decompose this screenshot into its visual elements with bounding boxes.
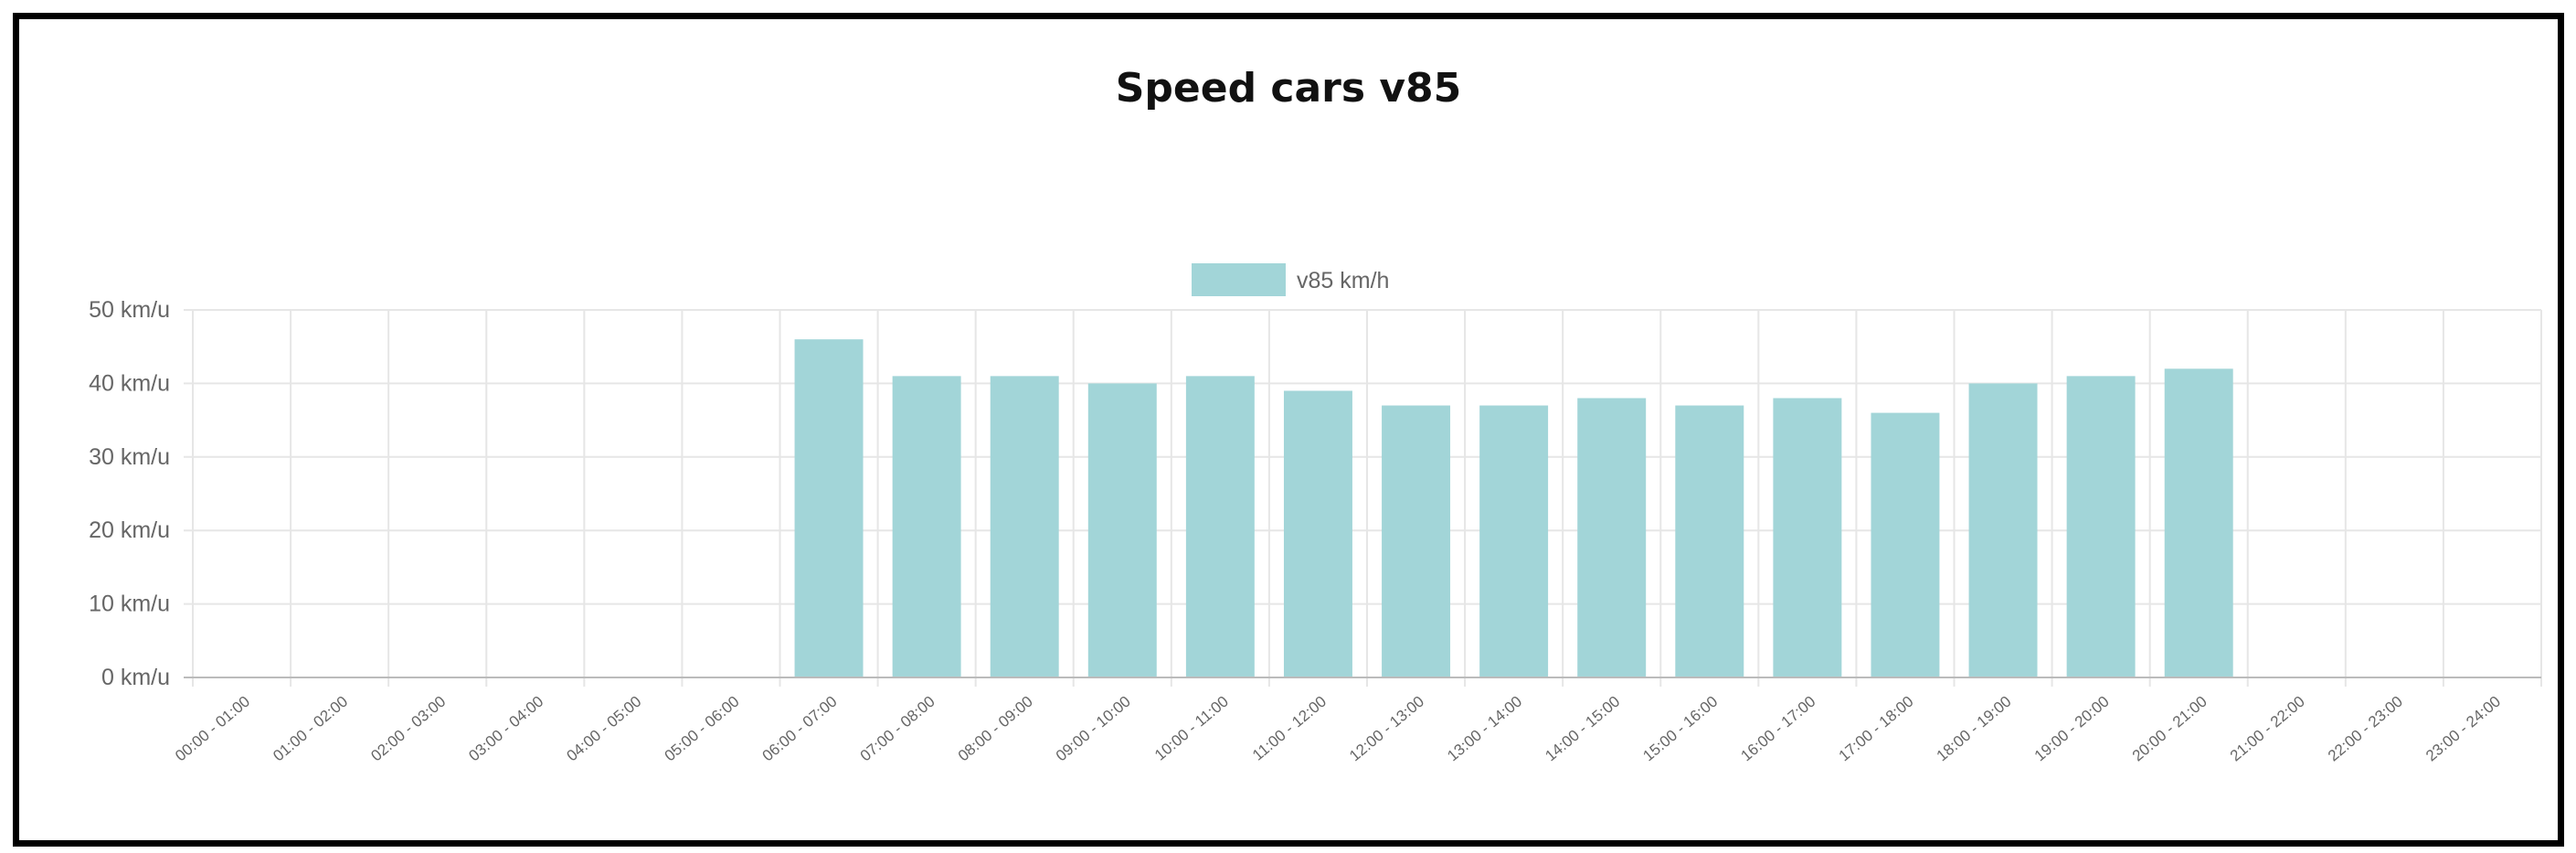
bar-16001700 <box>1773 398 1842 677</box>
x-tick-label: 00:00 - 01:00 <box>172 693 253 765</box>
bar-08000900 <box>990 376 1059 677</box>
x-tick-label: 10:00 - 11:00 <box>1151 693 1232 764</box>
bar-19002000 <box>2066 376 2136 677</box>
bar-07000800 <box>892 376 961 677</box>
legend-label: v85 km/h <box>1297 268 1389 293</box>
bar-13001400 <box>1479 405 1549 677</box>
bar-14001500 <box>1577 398 1647 677</box>
legend-swatch <box>1192 263 1286 296</box>
x-tick-label: 13:00 - 14:00 <box>1444 693 1525 765</box>
x-tick-label: 14:00 - 15:00 <box>1542 693 1623 765</box>
x-tick-label: 07:00 - 08:00 <box>857 693 938 765</box>
x-tick-label: 12:00 - 13:00 <box>1346 693 1427 765</box>
x-tick-label: 11:00 - 12:00 <box>1249 693 1330 764</box>
legend: v85 km/h <box>1192 263 1389 296</box>
bar-12001300 <box>1382 405 1451 677</box>
x-tick-label: 19:00 - 20:00 <box>2031 693 2113 765</box>
x-tick-label: 09:00 - 10:00 <box>1053 693 1134 765</box>
x-tick-label: 17:00 - 18:00 <box>1836 693 1917 765</box>
chart-title: Speed cars v85 <box>1116 65 1462 112</box>
x-tick-label: 20:00 - 21:00 <box>2129 693 2210 765</box>
grid <box>184 309 2542 687</box>
bars <box>794 339 2233 677</box>
y-tick-label: 30 km/u <box>89 444 170 470</box>
x-tick-label: 15:00 - 16:00 <box>1639 693 1721 765</box>
bar-09001000 <box>1087 383 1157 677</box>
x-tick-label: 01:00 - 02:00 <box>270 693 351 765</box>
x-tick-label: 02:00 - 03:00 <box>367 693 449 765</box>
bar-17001800 <box>1871 412 1940 677</box>
x-tick-label: 06:00 - 07:00 <box>759 693 841 765</box>
y-axis-ticks: 0 km/u 10 km/u 20 km/u 30 km/u 40 km/u 50 km/… <box>89 297 170 690</box>
x-tick-label: 08:00 - 09:00 <box>955 693 1036 765</box>
x-axis-ticks: 00:00 - 01:00 01:00 - 02:00 02:00 - 03:00 0… <box>172 693 2504 765</box>
x-tick-label: 04:00 - 05:00 <box>563 693 644 765</box>
y-tick-label: 40 km/u <box>89 370 170 396</box>
x-tick-label: 16:00 - 17:00 <box>1737 693 1818 765</box>
bar-15001600 <box>1675 405 1744 677</box>
bar-10001100 <box>1185 376 1255 677</box>
bar-06000700 <box>794 339 864 677</box>
bar-11001200 <box>1283 390 1352 677</box>
x-tick-label: 21:00 - 22:00 <box>2227 693 2308 765</box>
y-tick-label: 0 km/u <box>101 665 170 690</box>
bar-chart: Speed cars v85 v85 km/h 0 km/u 10 km/u 20 … <box>89 65 2542 765</box>
y-tick-label: 50 km/u <box>89 297 170 323</box>
bar-18001900 <box>1968 383 2038 677</box>
x-tick-label: 18:00 - 19:00 <box>1934 693 2015 765</box>
x-tick-label: 22:00 - 23:00 <box>2325 693 2406 765</box>
x-tick-label: 03:00 - 04:00 <box>465 693 546 765</box>
x-tick-label: 05:00 - 06:00 <box>662 693 743 765</box>
y-tick-label: 20 km/u <box>89 517 170 543</box>
bar-20002100 <box>2164 368 2233 677</box>
y-tick-label: 10 km/u <box>89 592 170 617</box>
x-tick-label: 23:00 - 24:00 <box>2422 693 2504 765</box>
chart-frame: Speed cars v85 v85 km/h 0 km/u 10 km/u 20 … <box>13 13 2564 847</box>
